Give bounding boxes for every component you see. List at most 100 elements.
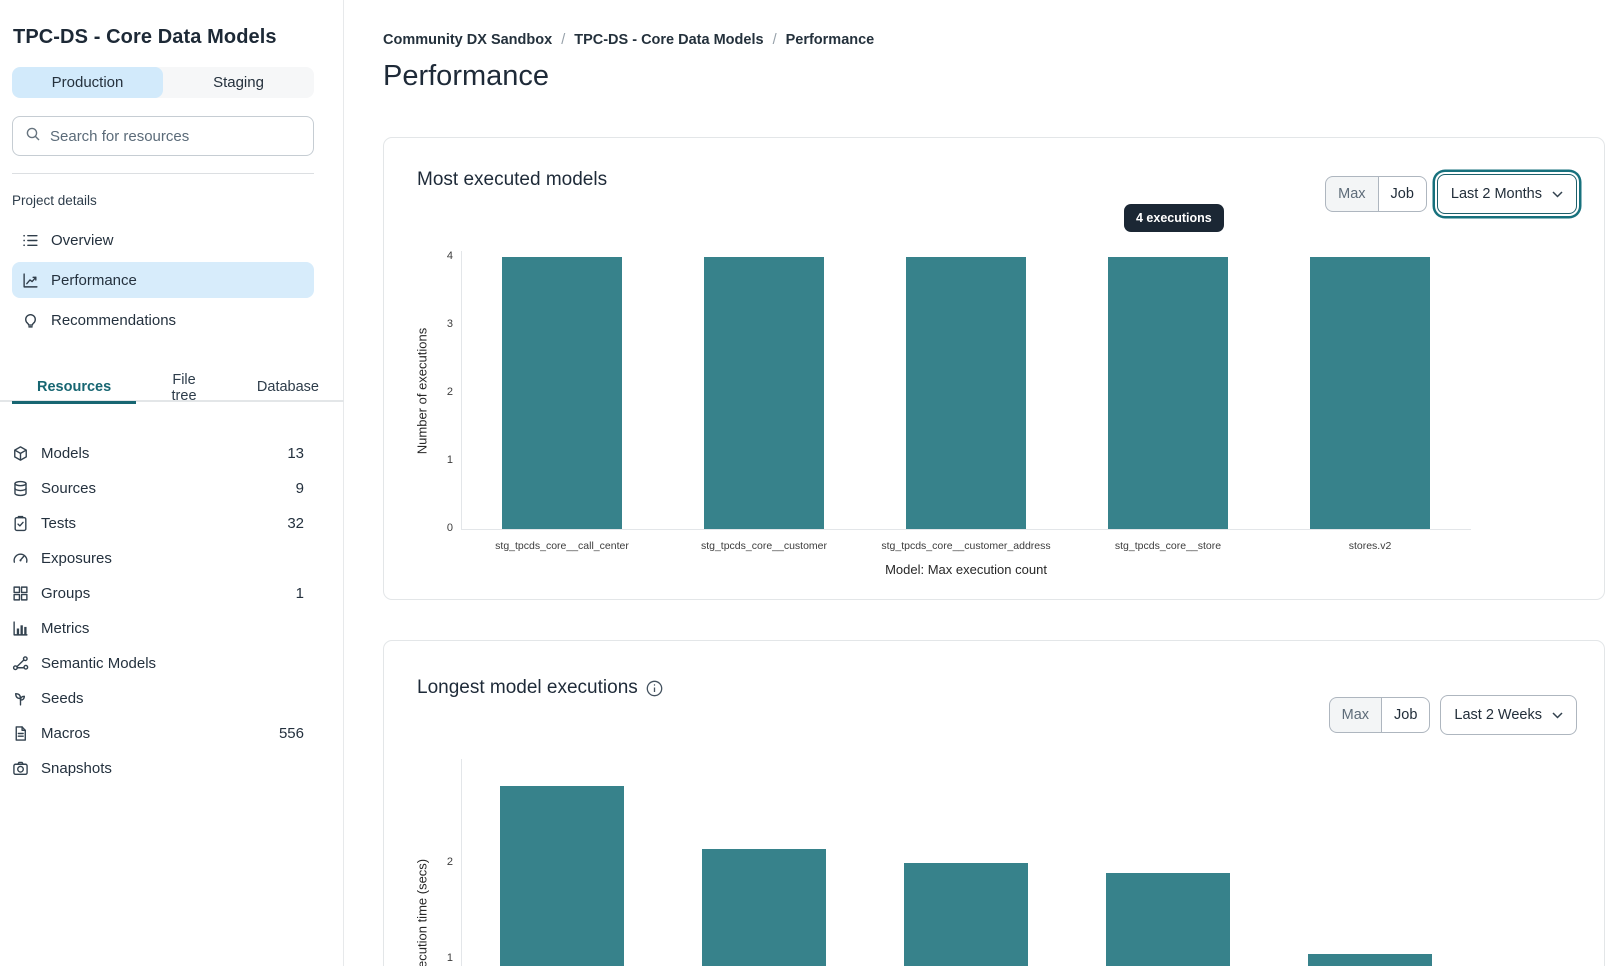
resource-item-metrics[interactable]: Metrics [12,611,304,646]
resource-label: Metrics [41,620,90,637]
y-tick-label: 1 [446,454,453,466]
resource-label: Seeds [41,690,84,707]
date-range-select[interactable]: Last 2 Weeks [1440,695,1577,735]
resource-item-exposures[interactable]: Exposures [12,541,304,576]
resource-item-snapshots[interactable]: Snapshots [12,751,304,786]
tab-resources[interactable]: Resources [12,372,137,404]
project-nav: Overview Performance Recommendations [12,222,314,338]
y-axis-line [461,251,462,529]
bar[interactable] [1106,872,1230,966]
bar[interactable] [1108,257,1228,529]
clipboard-check-icon [12,515,29,532]
job-button[interactable]: Job [1381,697,1431,733]
x-tick-label: stg_tpcds_core__customer [700,540,828,552]
resource-count: 9 [295,480,304,497]
resource-label: Macros [41,725,91,742]
bar[interactable] [1308,954,1432,966]
x-tick-label: stg_tpcds_core__store [1114,540,1222,552]
breadcrumb-separator: / [561,32,566,48]
breadcrumb: Community DX Sandbox / TPC-DS - Core Data … [383,32,874,48]
bar[interactable] [704,257,824,529]
search-box[interactable] [12,116,314,156]
bar[interactable] [904,863,1028,966]
y-axis-line [461,759,462,966]
camera-icon [12,760,29,777]
date-range-select[interactable]: Last 2 Months [1436,174,1577,214]
env-tab-staging[interactable]: Staging [163,67,314,98]
chevron-down-icon [1552,186,1563,202]
resource-label: Groups [41,585,91,602]
card-title: Longest model executions [417,677,663,699]
card-controls: Max Job Last 2 Months [1325,174,1577,214]
tab-database[interactable]: Database [232,372,344,402]
y-tick-label: 4 [446,250,453,262]
breadcrumb-separator: / [772,32,777,48]
database-icon [12,480,29,497]
y-tick-label: 3 [446,318,453,330]
most-executed-models-card: Most executed models Max Job Last 2 Mont… [383,137,1605,600]
resource-label: Models [41,445,90,462]
env-tab-production[interactable]: Production [12,67,163,98]
y-tick-label: 0 [446,522,453,534]
resource-item-seeds[interactable]: Seeds [12,681,304,716]
sidebar-item-overview[interactable]: Overview [12,222,314,258]
resource-item-semantic-models[interactable]: Semantic Models [12,646,304,681]
bar[interactable] [502,257,622,529]
list-icon [22,232,39,249]
resource-item-groups[interactable]: Groups 1 [12,576,304,611]
sidebar-divider [12,173,314,174]
card-controls: Max Job Last 2 Weeks [1328,695,1577,735]
grid-icon [12,585,29,602]
job-button[interactable]: Job [1377,176,1427,212]
resource-item-tests[interactable]: Tests 32 [12,506,304,541]
card-title: Most executed models [417,169,608,190]
x-axis-line [461,529,1471,530]
x-tick-label: stores.v2 [1348,540,1392,552]
resource-count: 1 [295,585,304,602]
x-tick-label: stg_tpcds_core__customer_address [881,540,1051,552]
breadcrumb-item[interactable]: Community DX Sandbox [383,32,553,48]
trend-icon [22,272,39,289]
x-axis-title: Model: Max execution count [885,562,1047,577]
resource-label: Exposures [41,550,112,567]
longest-model-executions-chart: 1 2 Execution time (secs) [384,641,1604,966]
project-title: TPC-DS - Core Data Models [13,26,277,48]
resource-label: Snapshots [41,760,112,777]
bar-chart-icon [12,620,29,637]
sidebar: TPC-DS - Core Data Models Production Stag… [0,0,344,966]
aggregation-toggle: Max Job [1328,697,1431,733]
breadcrumb-item[interactable]: TPC-DS - Core Data Models [574,32,764,48]
lightbulb-icon [22,312,39,329]
resource-item-macros[interactable]: Macros 556 [12,716,304,751]
sidebar-item-label: Performance [51,271,137,289]
cube-icon [12,445,29,462]
network-icon [12,655,29,672]
chevron-down-icon [1552,707,1563,723]
bar[interactable] [500,786,624,966]
resource-count: 556 [278,725,304,742]
bar[interactable] [1310,257,1430,529]
max-button[interactable]: Max [1325,176,1378,212]
resource-item-sources[interactable]: Sources 9 [12,471,304,506]
aggregation-toggle: Max Job [1325,176,1427,212]
y-tick-label: 2 [446,386,453,398]
sidebar-item-recommendations[interactable]: Recommendations [12,302,314,338]
most-executed-models-chart: 0 1 2 3 4 stg_tpcds_core__call_center stg_tpcd… [384,138,1604,599]
sidebar-item-performance[interactable]: Performance [12,262,314,298]
page-title: Performance [383,60,550,92]
info-icon[interactable] [646,680,663,697]
bar[interactable] [906,257,1026,529]
resource-tabs: Resources File tree Database [0,372,344,404]
max-button[interactable]: Max [1328,697,1382,733]
x-tick-label: stg_tpcds_core__call_center [495,540,629,552]
resource-count: 13 [287,445,304,462]
breadcrumb-item: Performance [785,32,875,48]
file-icon [12,725,29,742]
search-input[interactable] [50,127,301,145]
resource-label: Sources [41,480,97,497]
bar[interactable] [702,848,826,966]
resource-item-models[interactable]: Models 13 [12,436,304,471]
y-tick-label: 1 [446,952,453,964]
sidebar-item-label: Recommendations [51,311,177,329]
tab-file-tree[interactable]: File tree [136,372,232,404]
